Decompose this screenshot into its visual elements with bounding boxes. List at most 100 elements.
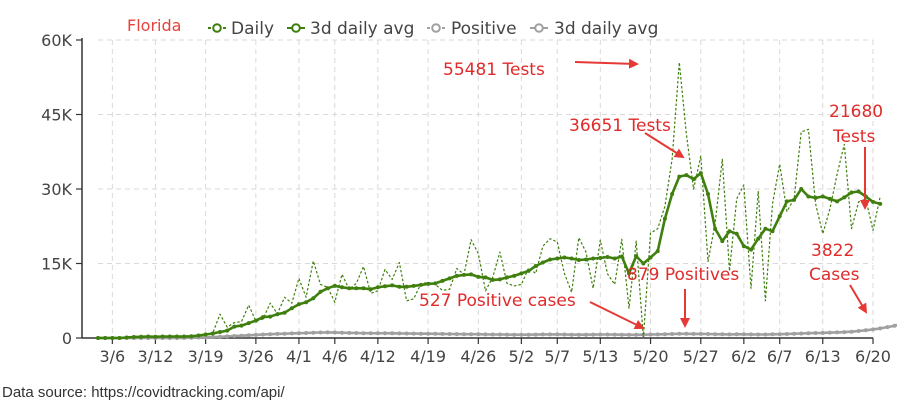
legend-label-positive-avg: 3d daily avg	[554, 19, 658, 39]
legend-label-positive: Positive	[451, 19, 517, 39]
data-point	[691, 177, 696, 182]
data-point	[282, 331, 287, 336]
data-point	[433, 281, 438, 286]
legend-item-daily[interactable]: Daily	[208, 19, 274, 39]
data-point	[469, 272, 474, 277]
data-point	[806, 331, 811, 336]
data-point	[820, 330, 825, 335]
annotation-arrow-527	[589, 301, 645, 329]
data-point	[340, 330, 344, 335]
data-point	[842, 330, 847, 335]
data-point	[856, 329, 861, 333]
x-tick-label: 4/12	[360, 347, 396, 366]
data-point	[253, 332, 258, 337]
data-point	[490, 332, 495, 337]
data-point	[117, 336, 122, 340]
data-point	[404, 284, 409, 289]
data-point	[483, 275, 488, 280]
data-point	[361, 286, 366, 291]
data-point	[411, 283, 416, 288]
data-point	[777, 332, 782, 337]
data-point	[892, 323, 897, 328]
legend-marker-positive	[431, 23, 441, 33]
annotation-36651-tests: 36651 Tests	[569, 116, 671, 136]
annotation-arrow-36651	[644, 132, 685, 159]
data-point	[612, 256, 617, 261]
data-point	[447, 332, 452, 336]
annotations: 55481 Tests 36651 Tests 21680 Tests 527 …	[419, 58, 883, 329]
data-point	[777, 214, 782, 219]
data-point	[189, 334, 194, 339]
x-tick-label: 3/6	[99, 347, 125, 366]
data-point	[871, 199, 875, 204]
data-point	[411, 331, 416, 336]
data-point	[519, 271, 524, 276]
data-point	[103, 336, 108, 340]
data-point	[390, 331, 395, 336]
data-point	[827, 196, 832, 201]
legend-item-daily-avg[interactable]: 3d daily avg	[287, 19, 414, 39]
data-point	[318, 330, 323, 335]
data-point	[131, 335, 136, 339]
x-tick-label: 6/20	[855, 347, 891, 366]
x-tick-label: 4/19	[410, 347, 446, 366]
data-point	[799, 187, 804, 191]
data-point	[784, 199, 789, 204]
data-point	[749, 247, 753, 252]
data-point	[426, 281, 431, 286]
data-point	[648, 255, 653, 260]
y-ticks: 0 15K 30K 45K 60K	[41, 31, 82, 348]
data-point	[806, 194, 811, 199]
data-point	[261, 315, 265, 320]
data-point	[605, 255, 610, 259]
data-point	[390, 283, 395, 288]
data-point	[706, 192, 710, 196]
data-point	[505, 332, 509, 337]
legend-item-positive[interactable]: Positive	[427, 19, 517, 39]
data-point	[182, 334, 187, 339]
x-tick-label: 4/1	[286, 347, 312, 366]
data-point	[741, 332, 746, 337]
annotation-arrow-55481	[574, 58, 639, 69]
data-point	[418, 282, 423, 287]
data-point	[96, 336, 100, 340]
data-point	[677, 174, 682, 179]
y-tick-label: 15K	[41, 255, 72, 274]
data-point	[447, 276, 452, 281]
legend-label-daily-avg: 3d daily avg	[310, 19, 414, 39]
data-point	[225, 328, 230, 333]
data-point	[268, 314, 273, 319]
data-point	[698, 331, 703, 336]
data-point	[835, 199, 840, 204]
data-point	[246, 321, 251, 326]
data-point	[813, 331, 818, 335]
data-point	[598, 256, 603, 260]
data-point	[727, 229, 732, 234]
data-point	[770, 332, 775, 337]
data-point	[619, 254, 624, 259]
data-point	[512, 273, 517, 278]
data-point	[210, 331, 215, 336]
data-point	[462, 272, 466, 277]
data-point	[354, 286, 359, 291]
data-point	[383, 331, 387, 336]
data-point	[533, 264, 538, 268]
data-point	[232, 324, 237, 329]
legend-marker-daily	[212, 23, 222, 33]
data-point	[497, 277, 502, 282]
series-line-positive-avg	[98, 323, 897, 340]
data-point	[871, 327, 875, 332]
data-point	[440, 331, 445, 336]
data-point	[476, 332, 481, 337]
data-point	[612, 332, 617, 337]
data-point	[404, 331, 409, 336]
y-tick-label: 0	[62, 329, 72, 348]
data-point	[741, 244, 746, 249]
data-point	[878, 201, 883, 206]
data-point	[296, 302, 301, 307]
data-point	[174, 334, 179, 339]
x-tick-label: 6/13	[805, 347, 841, 366]
legend-item-positive-avg[interactable]: 3d daily avg	[530, 19, 658, 39]
legend-marker-positive-avg	[534, 23, 544, 33]
data-point	[684, 331, 689, 336]
